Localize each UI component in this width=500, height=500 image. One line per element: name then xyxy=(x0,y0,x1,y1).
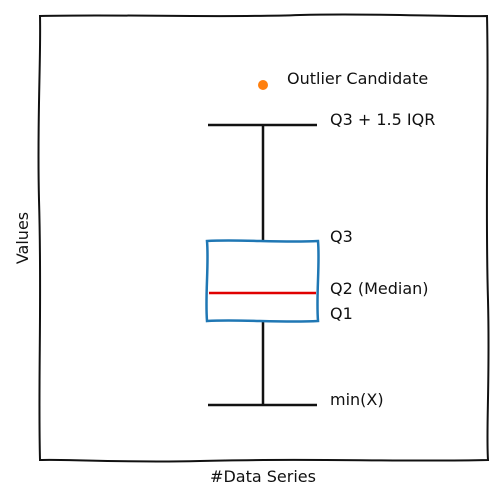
x-axis-label: #Data Series xyxy=(210,467,316,486)
outlier-point xyxy=(258,80,268,90)
plot-frame xyxy=(37,13,490,463)
annotation-outlier-candidate: Outlier Candidate xyxy=(287,69,428,88)
annotation-lower-whisker: min(X) xyxy=(330,390,384,409)
y-axis-label: Values xyxy=(13,212,32,264)
annotation-median: Q2 (Median) xyxy=(330,279,429,298)
annotation-q1: Q1 xyxy=(330,304,353,323)
iqr-box xyxy=(205,239,320,323)
annotation-q3: Q3 xyxy=(330,227,353,246)
annotation-upper-whisker: Q3 + 1.5 IQR xyxy=(330,110,435,129)
